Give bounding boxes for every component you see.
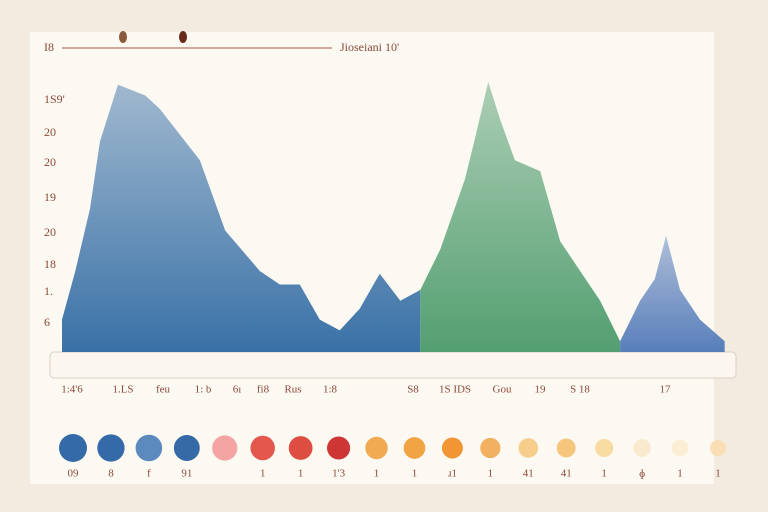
x-tick-label: Gou bbox=[493, 384, 512, 396]
dot-label: 91 bbox=[181, 468, 192, 480]
x-tick-label: 19 bbox=[535, 384, 547, 396]
x-tick-label: 1.LS bbox=[112, 384, 133, 396]
decor-dot bbox=[119, 31, 127, 43]
dot-label: 41 bbox=[523, 468, 534, 480]
area bbox=[620, 235, 725, 352]
dot-label: 1 bbox=[298, 468, 304, 480]
y-tick-label: 18 bbox=[44, 257, 56, 271]
chart-title: Jioseiani 10' bbox=[340, 40, 399, 54]
dot-label: 1 bbox=[601, 468, 607, 480]
dot-label: ɹ1 bbox=[448, 468, 457, 480]
color-dot bbox=[135, 434, 163, 462]
color-dot bbox=[327, 436, 351, 460]
color-dot bbox=[518, 438, 539, 458]
color-dot bbox=[480, 437, 501, 459]
color-dot bbox=[365, 436, 388, 460]
dot-label: 1 bbox=[488, 468, 494, 480]
corner-label: I8 bbox=[44, 40, 54, 54]
color-dot bbox=[59, 434, 87, 462]
y-tick-label: 20 bbox=[44, 155, 56, 169]
color-dot bbox=[288, 436, 313, 460]
y-tick-label: 1S9' bbox=[44, 92, 65, 106]
x-tick-label: 1:8 bbox=[323, 384, 338, 396]
dot-label: 1 bbox=[412, 468, 418, 480]
dot-label: 09 bbox=[68, 468, 80, 480]
color-dot bbox=[671, 439, 689, 457]
x-tick-label: S8 bbox=[407, 384, 419, 396]
decor-dot bbox=[179, 31, 187, 43]
x-tick-label: 1: b bbox=[195, 384, 212, 396]
dot-label: 1 bbox=[374, 468, 380, 480]
x-tick-label: 6ı bbox=[233, 384, 242, 396]
area bbox=[62, 84, 421, 352]
x-tick-label: feu bbox=[156, 384, 171, 396]
dot-label: 41 bbox=[561, 468, 572, 480]
x-tick-label: Rus bbox=[284, 384, 301, 396]
color-dot bbox=[633, 439, 651, 457]
x-tick-label: 1S IDS bbox=[439, 384, 471, 396]
axis-band bbox=[49, 351, 737, 379]
x-tick-label: 1:4'6 bbox=[61, 384, 83, 396]
y-tick-label: 6 bbox=[44, 315, 50, 329]
dot-label: 1 bbox=[260, 468, 266, 480]
dot-label: 1'3 bbox=[332, 468, 345, 480]
dot-label: 8 bbox=[108, 468, 114, 480]
dot-label: ɸ bbox=[639, 468, 645, 480]
color-dot bbox=[97, 434, 125, 462]
color-dot bbox=[250, 435, 275, 461]
color-dot bbox=[709, 439, 727, 457]
y-tick-label: 20 bbox=[44, 125, 56, 139]
y-tick-label: 19 bbox=[44, 190, 56, 204]
color-dot bbox=[441, 437, 463, 459]
color-dot bbox=[212, 435, 238, 461]
y-tick-label: 20 bbox=[44, 225, 56, 239]
color-dot bbox=[595, 438, 614, 458]
color-dot bbox=[173, 435, 200, 461]
dot-label: 1 bbox=[715, 468, 721, 480]
x-tick-label: S 18 bbox=[570, 384, 590, 396]
dot-label: 1 bbox=[677, 468, 683, 480]
dot-label: f bbox=[147, 468, 151, 480]
x-tick-label: fi8 bbox=[257, 384, 270, 396]
color-dot bbox=[403, 437, 426, 459]
area bbox=[420, 82, 621, 352]
x-tick-label: 17 bbox=[660, 384, 672, 396]
color-dot bbox=[556, 438, 576, 458]
y-tick-label: 1. bbox=[44, 284, 53, 298]
